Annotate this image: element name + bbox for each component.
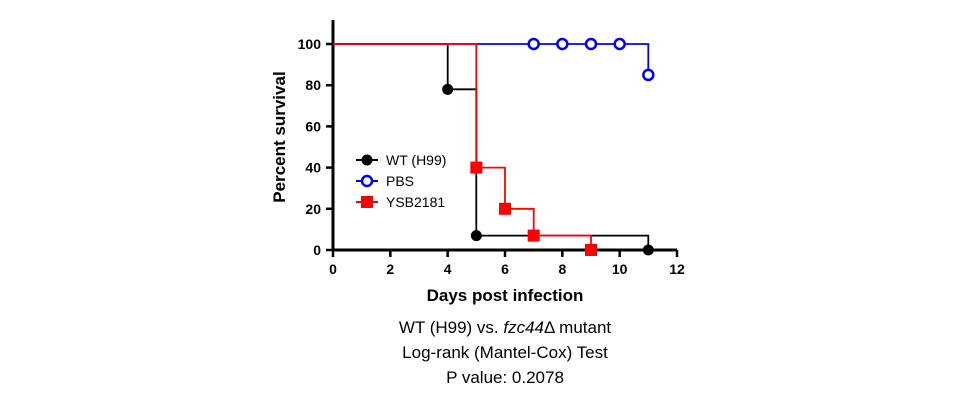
- legend-marker-wt-h99: [361, 154, 373, 166]
- data-point-pbs: [584, 37, 598, 51]
- data-point-ysb2181: [499, 202, 512, 215]
- y-tick-label: 0: [313, 242, 321, 258]
- data-point-wt-h99: [442, 83, 454, 95]
- data-point-pbs: [556, 37, 569, 51]
- x-tick-label: 8: [558, 261, 566, 277]
- x-tick-label: 0: [329, 261, 337, 277]
- series-line-ysb2181: [333, 43, 592, 250]
- y-tick-label: 100: [298, 36, 322, 52]
- caption-line-1: WT (H99) vs. fzc44Δ mutant: [25, 318, 960, 338]
- legend-marker-ysb2181: [361, 196, 373, 208]
- chart-axes: 0 2 4 6 8 10 12 0 20 40 60 80 100: [298, 20, 685, 277]
- legend-label-pbs: PBS: [386, 173, 414, 189]
- y-tick-label: 20: [305, 201, 321, 217]
- caption-p-value: P value: 0.2078: [446, 368, 564, 387]
- x-tick-label: 6: [501, 261, 509, 277]
- x-tick-label: 10: [612, 261, 628, 277]
- data-point-pbs: [613, 37, 626, 51]
- data-point-ysb2181: [470, 161, 483, 174]
- legend-label-wt-h99: WT (H99): [386, 152, 446, 168]
- data-point-pbs: [642, 68, 655, 82]
- y-tick-label: 60: [305, 118, 321, 134]
- series-line-wt-h99: [333, 43, 650, 250]
- caption-test-name: Log-rank (Mantel-Cox) Test: [402, 343, 608, 362]
- chart-legend: WT (H99) PBS YSB2181: [356, 152, 446, 210]
- data-point-wt-h99: [642, 244, 654, 256]
- y-tick-label: 80: [305, 77, 321, 93]
- legend-label-ysb2181: YSB2181: [386, 194, 445, 210]
- y-axis-label: Percent survival: [270, 71, 289, 202]
- x-axis-label: Days post infection: [427, 286, 584, 305]
- x-tick-label: 12: [669, 261, 685, 277]
- y-tick-label: 40: [305, 160, 321, 176]
- x-tick-label: 2: [386, 261, 394, 277]
- data-point-ysb2181: [585, 244, 598, 256]
- caption-mutant: Δ mutant: [544, 318, 612, 337]
- data-point-wt-h99: [470, 230, 482, 242]
- chart-series-layer: [333, 37, 655, 256]
- caption-gene-name: fzc44: [503, 318, 545, 337]
- caption-comparison: WT (H99) vs.: [398, 318, 504, 337]
- x-tick-label: 4: [444, 261, 452, 277]
- series-line-pbs: [333, 43, 650, 75]
- legend-marker-pbs: [360, 174, 374, 188]
- data-point-ysb2181: [527, 229, 540, 242]
- data-point-pbs: [527, 37, 540, 51]
